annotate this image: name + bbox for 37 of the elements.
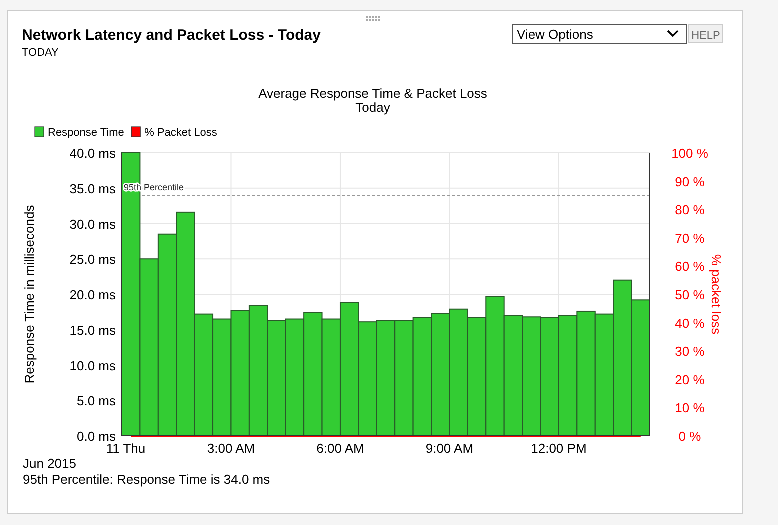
y-tick-label: 0.0 ms — [76, 429, 116, 444]
y2-axis-title: % packet loss — [709, 254, 724, 336]
y2-tick-label: 10 % — [675, 400, 706, 416]
text: Average Response Time & Packet Loss — [258, 86, 488, 101]
legend-label: Response Time — [48, 127, 124, 139]
text: 95th Percentile: Response Time is 34.0 ms — [23, 472, 271, 487]
x-tick-label: 11 Thu — [106, 441, 146, 456]
text: Jun 2015 — [23, 456, 76, 471]
y-tick-label: 25.0 ms — [70, 252, 116, 268]
y-tick-label: 35.0 ms — [70, 181, 116, 196]
y-axis-title: Response Time in milliseconds — [22, 204, 37, 384]
x-tick-label: 3:00 AM — [207, 441, 256, 456]
x-tick-label: 9:00 AM — [426, 441, 474, 456]
y2-tick-label: 90 % — [675, 174, 706, 190]
y-tick-label: 10.0 ms — [70, 358, 116, 374]
view-options-dropdown: View Options — [512, 24, 688, 44]
chart-subtitle: TODAY — [22, 47, 60, 59]
y2-tick-label: 60 % — [675, 259, 706, 274]
y2-tick-label: 30 % — [675, 344, 706, 360]
y-tick-label: 20.0 ms — [70, 288, 116, 302]
y-tick-label: 40.0 ms — [70, 146, 116, 161]
x-tick-label: 12:00 PM — [531, 441, 587, 456]
y2-tick-label: 100 % — [672, 146, 709, 161]
y2-tick-label: 50 % — [675, 288, 706, 302]
y-tick-label: 30.0 ms — [70, 216, 116, 232]
chart-title: Network Latency and Packet Loss - Today — [22, 27, 322, 44]
y2-tick-label: 80 % — [675, 202, 706, 218]
y2-tick-label: 0 % — [678, 429, 702, 444]
y2-tick-label: 70 % — [675, 230, 706, 246]
y-tick-label: 15.0 ms — [70, 322, 116, 338]
help-button: HELP — [688, 24, 724, 44]
text: Today — [356, 100, 391, 115]
x-tick-label: 6:00 AM — [316, 441, 364, 456]
y2-tick-label: 20 % — [675, 372, 706, 388]
legend-label: % Packet Loss — [144, 127, 218, 139]
y-tick-label: 5.0 ms — [76, 394, 116, 409]
y2-tick-label: 40 % — [675, 316, 706, 331]
